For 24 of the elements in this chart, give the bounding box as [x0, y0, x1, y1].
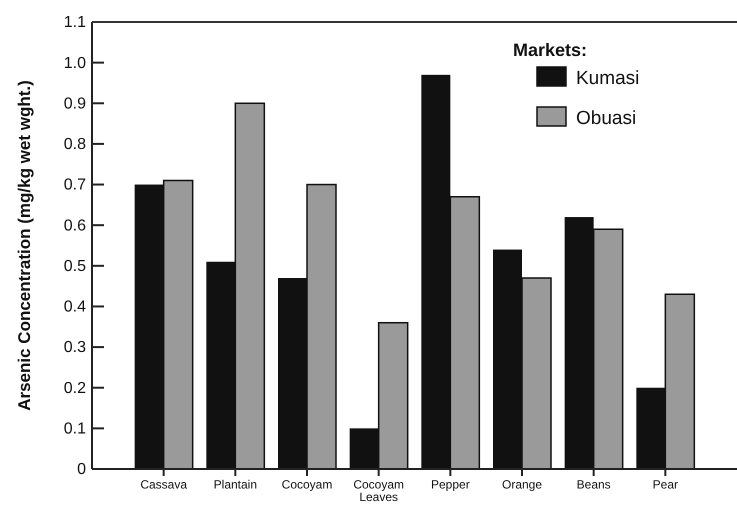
- y-tick-label: 0.2: [64, 380, 86, 397]
- x-tick-label: Cocoyam: [282, 478, 332, 492]
- y-tick-label: 1.0: [64, 54, 86, 72]
- y-tick-label: 0: [77, 461, 86, 478]
- y-axis-title: Arsenic Concentration (mg/kg wet wght.): [15, 80, 34, 411]
- x-tick-label: Pear: [652, 478, 678, 492]
- y-tick-label: 0.3: [64, 339, 86, 356]
- y-tick-label: 0.7: [64, 176, 86, 194]
- x-tick-label: Beans: [576, 478, 611, 492]
- x-tick-label: Plantain: [214, 478, 258, 492]
- y-tick-label: 0.5: [64, 258, 86, 275]
- x-tick-label: Pepper: [430, 478, 470, 492]
- legend-label: Obuasi: [576, 108, 636, 129]
- legend-label: Kumasi: [576, 68, 640, 89]
- y-tick-label: 0.6: [64, 217, 86, 234]
- y-tick-label: 0.9: [64, 95, 86, 112]
- legend-title: Markets:: [513, 40, 588, 60]
- y-tick-label: 0.8: [64, 136, 86, 154]
- y-tick-label: 0.1: [64, 420, 86, 438]
- x-tick-label: Cocoyam Leaves: [353, 478, 404, 504]
- y-tick-label: 1.1: [64, 14, 86, 32]
- x-tick-label: Orange: [502, 478, 542, 492]
- y-tick-label: 0.4: [64, 298, 86, 316]
- x-tick-label: Cassava: [140, 478, 188, 492]
